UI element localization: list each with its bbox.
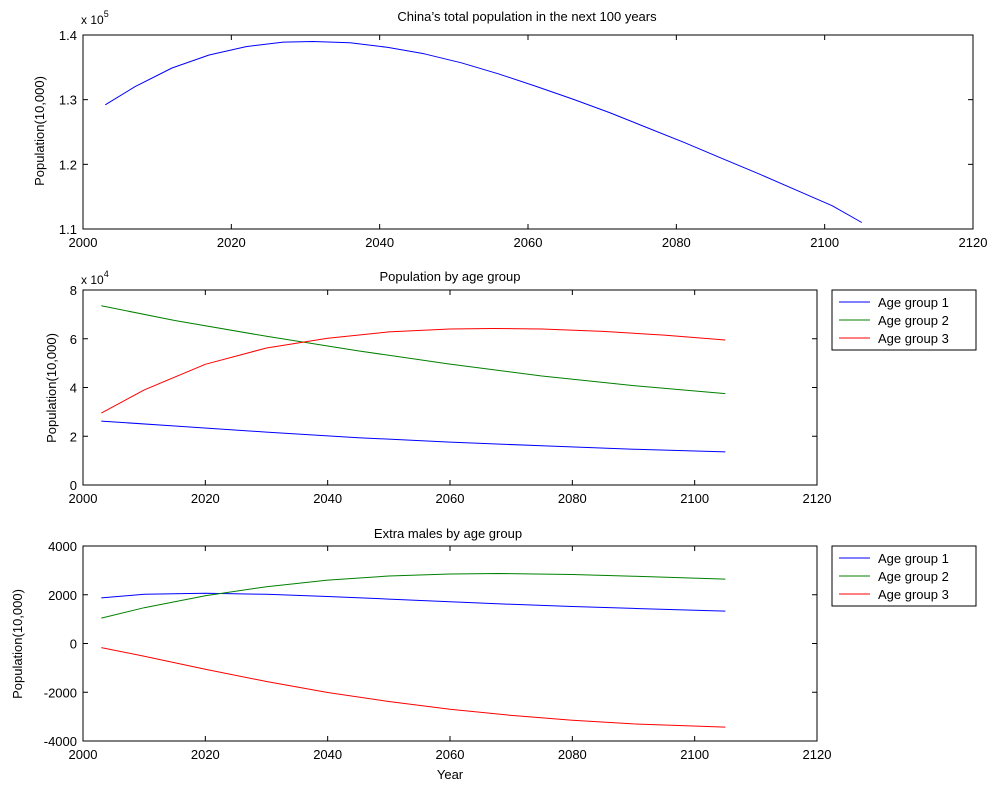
subplot-3-xlabel: Year (437, 767, 464, 782)
subplot-1-yticks: 1.1 1.2 1.3 1.4 (59, 28, 973, 237)
subplot-3-series-line-3 (101, 647, 726, 728)
subplot-3-ytick-label: -2000 (44, 685, 77, 700)
subplot-3-series (101, 573, 726, 728)
subplot-3-legend-label-3: Age group 3 (878, 587, 949, 602)
subplot-2-xtick-label: 2000 (69, 491, 98, 506)
subplot-1-ytick-label: 1.1 (59, 222, 77, 237)
subplot-3-legend-label-1: Age group 1 (878, 551, 949, 566)
subplot-age-groups: Population by age group Population(10,00… (44, 269, 977, 506)
subplot-2-y-exponent: 4 (104, 269, 109, 279)
subplot-3-xtick-label: 2040 (313, 747, 342, 762)
subplot-2-legend-label-2: Age group 2 (878, 313, 949, 328)
subplot-3-xtick-label: 2100 (680, 747, 709, 762)
subplot-3-xtick-label: 2120 (803, 747, 832, 762)
subplot-1-xtick-label: 2120 (959, 235, 988, 250)
subplot-2-xtick-label: 2020 (191, 491, 220, 506)
subplot-3-ytick-label: 2000 (48, 588, 77, 603)
subplot-3-ytick-label: -4000 (44, 734, 77, 749)
subplot-2-series-line-2 (101, 305, 726, 395)
subplot-3-series-line-2 (101, 573, 726, 619)
subplot-2-xticks: 2000 2020 2040 2060 2080 2100 2120 (69, 290, 832, 506)
subplot-2-series-line-1 (101, 420, 726, 453)
subplot-2-xtick-label: 2120 (803, 491, 832, 506)
subplot-2-xtick-label: 2060 (436, 491, 465, 506)
subplot-3-yticks: -4000 -2000 0 2000 4000 (44, 539, 817, 749)
subplot-1-title: China’s total population in the next 100… (397, 9, 657, 24)
subplot-2-legend-label-3: Age group 3 (878, 331, 949, 346)
subplot-3-legend: Age group 1 Age group 2 Age group 3 (831, 545, 977, 607)
subplot-3-xtick-label: 2000 (69, 747, 98, 762)
subplot-2-xtick-label: 2040 (313, 491, 342, 506)
subplot-2-series-line-3 (101, 328, 726, 414)
subplot-1-xticks: 2000 2020 2040 2060 2080 2100 2120 (69, 35, 988, 250)
subplot-3-series-line-1 (101, 592, 726, 612)
subplot-1-ylabel: Population(10,000) (32, 76, 47, 186)
subplot-2-legend-label-1: Age group 1 (878, 295, 949, 310)
subplot-2-legend: Age group 1 Age group 2 Age group 3 (831, 289, 977, 351)
subplot-3-ylabel: Population(10,000) (10, 589, 25, 699)
subplot-3-ytick-label: 4000 (48, 539, 77, 554)
subplot-2-yticks: 0 2 4 6 8 (70, 283, 817, 493)
subplot-3-xtick-label: 2080 (558, 747, 587, 762)
subplot-2-xtick-label: 2100 (680, 491, 709, 506)
subplot-3-ytick-label: 0 (70, 637, 77, 652)
subplot-3-xtick-label: 2060 (436, 747, 465, 762)
subplot-1-xtick-label: 2060 (514, 235, 543, 250)
subplot-1-series-line-1 (105, 41, 863, 223)
subplot-1-xtick-label: 2040 (365, 235, 394, 250)
subplot-2-title: Population by age group (380, 269, 521, 284)
subplot-1-ytick-label: 1.2 (59, 157, 77, 172)
subplot-1-y-multiplier-base: x 10 (81, 13, 104, 27)
subplot-2-ytick-label: 0 (70, 478, 77, 493)
subplot-total-population: China’s total population in the next 100… (32, 9, 987, 250)
subplot-1-xtick-label: 2080 (662, 235, 691, 250)
subplot-3-xticks: 2000 2020 2040 2060 2080 2100 2120 (69, 546, 832, 762)
subplot-1-xtick-label: 2000 (69, 235, 98, 250)
subplot-2-y-multiplier-base: x 10 (81, 273, 104, 287)
subplot-3-xtick-label: 2020 (191, 747, 220, 762)
subplot-3-legend-label-2: Age group 2 (878, 569, 949, 584)
subplot-3-title: Extra males by age group (374, 526, 522, 541)
subplot-1-y-exponent: 5 (104, 9, 109, 19)
subplot-1-xtick-label: 2100 (810, 235, 839, 250)
subplot-1-y-multiplier: x 105 (81, 9, 109, 27)
subplot-extra-males: Extra males by age group Population(10,0… (10, 526, 977, 782)
subplot-2-ylabel: Population(10,000) (44, 333, 59, 443)
subplot-1-ytick-label: 1.3 (59, 93, 77, 108)
subplot-1-ytick-label: 1.4 (59, 28, 77, 43)
subplot-2-ytick-label: 6 (70, 332, 77, 347)
subplot-2-series (101, 305, 726, 453)
subplot-2-y-multiplier: x 104 (81, 269, 109, 287)
subplot-2-ytick-label: 2 (70, 429, 77, 444)
subplot-1-series (105, 41, 863, 223)
subplot-2-ytick-label: 4 (70, 381, 77, 396)
subplot-2-xtick-label: 2080 (558, 491, 587, 506)
subplot-1-xtick-label: 2020 (217, 235, 246, 250)
subplot-2-ytick-label: 8 (70, 283, 77, 298)
